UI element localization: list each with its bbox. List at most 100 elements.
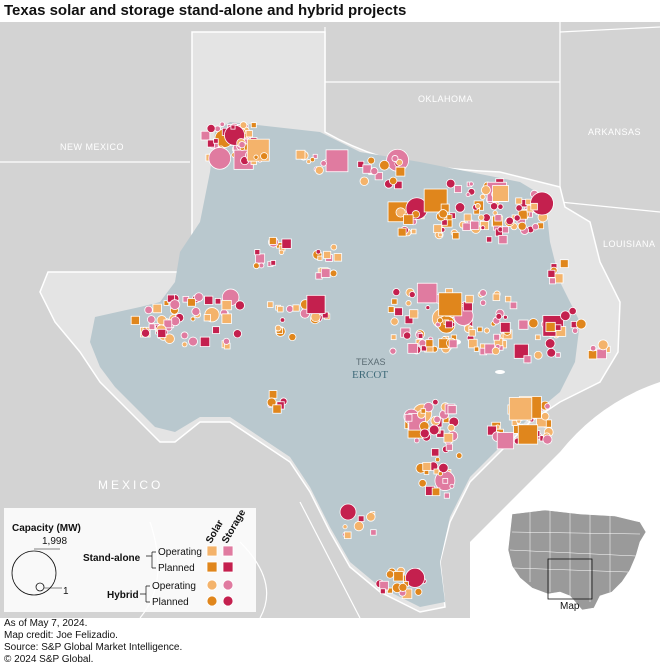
map-title: Texas solar and storage stand-alone and … <box>4 2 407 19</box>
hybrid-project-marker <box>491 346 500 356</box>
legend-hybrid-storage-operating-swatch <box>222 579 234 591</box>
hybrid-project-marker <box>513 214 521 222</box>
standalone-project-marker <box>390 334 397 341</box>
hybrid-project-marker <box>540 412 550 421</box>
hybrid-project-marker <box>589 345 597 352</box>
hybrid-project-marker <box>546 347 557 358</box>
hybrid-project-marker <box>253 154 259 160</box>
standalone-project-marker <box>431 448 440 457</box>
standalone-project-marker <box>517 424 539 445</box>
hybrid-project-marker <box>314 165 324 175</box>
standalone-project-marker <box>494 214 502 222</box>
standalone-project-marker <box>357 160 365 168</box>
standalone-project-marker <box>230 124 236 130</box>
hybrid-project-marker <box>454 202 466 213</box>
standalone-project-marker <box>370 529 377 536</box>
hybrid-project-marker <box>222 337 230 345</box>
hybrid-project-marker <box>568 307 577 316</box>
hybrid-project-marker <box>164 333 175 344</box>
standalone-project-marker <box>204 295 214 305</box>
legend-hybrid-planned: Planned <box>152 597 189 608</box>
standalone-project-marker <box>417 333 424 339</box>
hybrid-project-marker <box>253 262 260 270</box>
standalone-project-marker <box>433 468 440 475</box>
standalone-project-marker <box>333 253 343 262</box>
standalone-project-marker <box>325 149 349 173</box>
standalone-project-marker <box>212 326 220 334</box>
inset-texas-highlight-box <box>547 558 593 600</box>
standalone-project-marker <box>443 492 450 499</box>
hybrid-project-marker <box>489 202 499 211</box>
hybrid-project-marker <box>403 331 412 340</box>
standalone-project-marker <box>357 515 365 523</box>
map-canvas: NEW MEXICO OKLAHOMA ARKANSAS LOUISIANA M… <box>0 22 660 619</box>
hybrid-project-marker <box>542 434 553 445</box>
standalone-project-marker <box>254 249 261 256</box>
hybrid-project-marker <box>329 269 338 278</box>
standalone-project-marker <box>452 232 460 240</box>
standalone-project-marker <box>486 236 493 243</box>
footer-source: Source: S&P Global Market Intelligence. <box>4 642 183 653</box>
standalone-project-marker <box>555 352 561 358</box>
footer-credit: Map credit: Joe Felizadio. <box>4 630 118 641</box>
standalone-project-marker <box>433 224 443 234</box>
standalone-project-marker <box>386 587 393 594</box>
standalone-project-marker <box>425 339 434 348</box>
legend-standalone-storage-operating-swatch <box>222 545 234 557</box>
standalone-project-marker <box>492 293 501 301</box>
legend-capacity-min: 1 <box>63 586 69 597</box>
hybrid-project-marker <box>278 249 285 255</box>
hybrid-project-marker <box>147 315 156 324</box>
standalone-project-marker <box>394 307 403 317</box>
standalone-project-marker <box>404 315 414 325</box>
standalone-project-marker <box>295 149 306 160</box>
standalone-project-marker <box>509 301 518 310</box>
standalone-project-marker <box>130 315 140 325</box>
hybrid-project-marker <box>479 299 487 306</box>
hybrid-project-marker <box>468 181 474 187</box>
legend-size-large-circle <box>11 550 57 596</box>
legend: Capacity (MW) 1,998 1 Solar Storage Stan… <box>4 507 256 612</box>
hybrid-project-marker <box>411 210 421 219</box>
standalone-project-marker <box>245 130 253 138</box>
project-markers <box>130 121 611 600</box>
legend-hybrid-solar-planned-swatch <box>206 595 218 607</box>
hybrid-project-marker <box>405 567 425 588</box>
label-new-mexico: NEW MEXICO <box>60 142 124 152</box>
hybrid-project-marker <box>480 225 486 231</box>
standalone-project-marker <box>281 238 292 249</box>
standalone-project-marker <box>549 277 556 285</box>
hybrid-project-marker <box>390 317 399 326</box>
standalone-project-marker <box>213 138 219 144</box>
standalone-project-marker <box>501 226 509 234</box>
standalone-project-marker <box>393 571 404 582</box>
standalone-project-marker <box>515 197 523 205</box>
standalone-project-marker <box>465 294 474 304</box>
hybrid-project-marker <box>480 185 491 196</box>
standalone-project-marker <box>270 260 277 266</box>
hybrid-project-marker <box>274 324 282 332</box>
standalone-project-marker <box>431 487 441 497</box>
standalone-project-marker <box>267 301 274 308</box>
hybrid-project-marker <box>433 415 441 424</box>
hybrid-project-marker <box>234 300 245 311</box>
standalone-project-marker <box>409 309 419 319</box>
hybrid-project-marker <box>232 329 242 339</box>
legend-standalone-storage-planned-swatch <box>222 561 234 573</box>
standalone-project-marker <box>547 269 556 278</box>
hybrid-project-marker <box>544 338 556 349</box>
hybrid-project-marker <box>449 483 455 489</box>
hybrid-project-marker <box>285 305 294 313</box>
standalone-project-marker <box>292 304 300 312</box>
standalone-project-marker <box>463 213 472 222</box>
hybrid-project-marker <box>575 318 587 330</box>
standalone-project-marker <box>379 588 386 595</box>
standalone-project-marker <box>545 321 556 333</box>
standalone-project-marker <box>374 172 383 181</box>
standalone-project-marker <box>499 321 511 333</box>
hybrid-project-marker <box>169 299 181 310</box>
standalone-project-marker <box>559 259 569 269</box>
standalone-project-marker <box>438 292 463 317</box>
hybrid-project-marker <box>366 512 376 522</box>
standalone-project-marker <box>272 404 282 414</box>
